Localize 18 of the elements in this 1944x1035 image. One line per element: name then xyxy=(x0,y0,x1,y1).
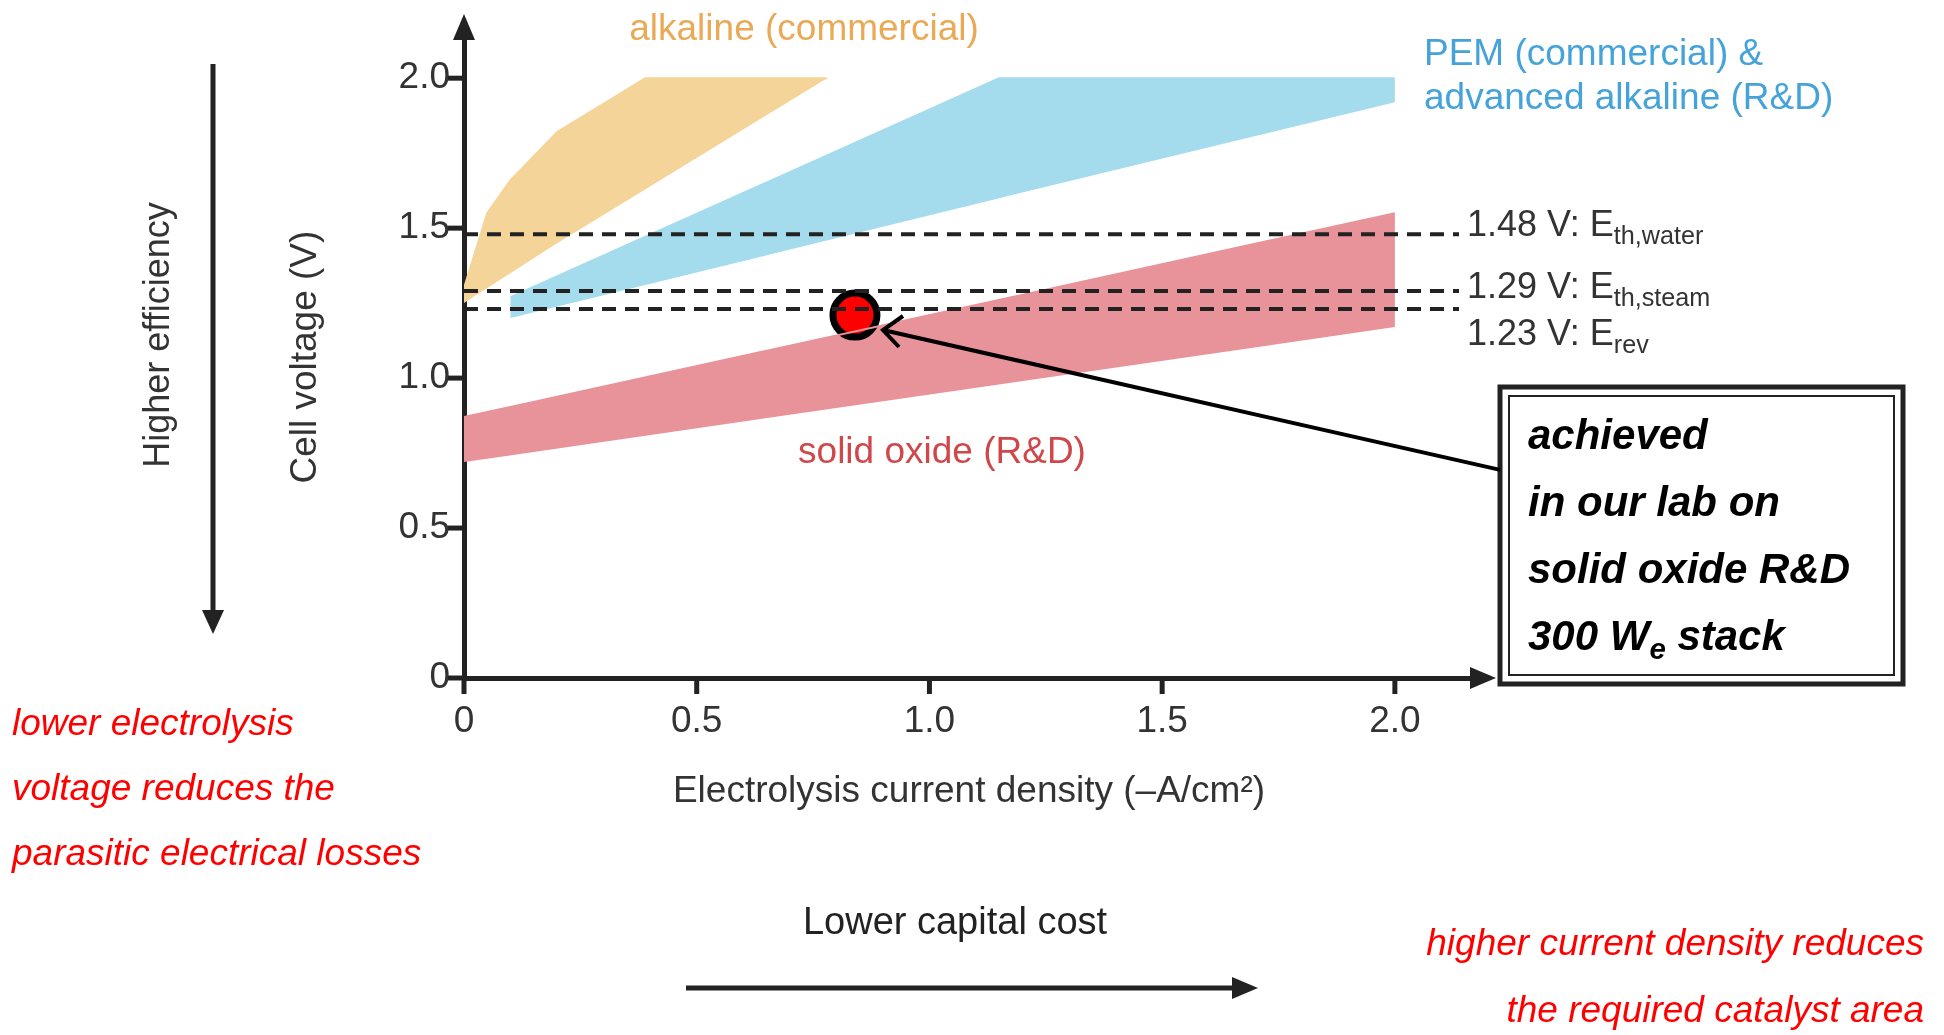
y-tick-label: 0.5 xyxy=(398,505,450,547)
y-tick-label: 2.0 xyxy=(398,55,450,97)
text: Higher efficiency xyxy=(135,202,177,468)
y-tick-label: 0 xyxy=(429,655,450,697)
series-label: alkaline (commercial) xyxy=(629,7,979,49)
y-tick-label: 1.0 xyxy=(398,355,450,397)
text: solid oxide (R&D) xyxy=(798,430,1086,472)
x-tick-label: 1.0 xyxy=(903,699,956,741)
text: lower electrolysis voltage reduces the parasitic electrical losses xyxy=(11,702,422,874)
x-tick-label: 0.5 xyxy=(671,699,723,741)
series-label: PEM (commercial) & advanced alkaline (R&D) xyxy=(1424,32,1834,118)
x-axis-title: Electrolysis current density (–A/cm²) xyxy=(672,769,1266,810)
text: higher current density reduces the required catalyst area xyxy=(1426,922,1925,1031)
x-tick-label: 2.0 xyxy=(1369,699,1421,741)
y-tick-label: 1.5 xyxy=(398,205,450,247)
text: Lower capital cost xyxy=(802,900,1108,943)
x-tick-label: 1.5 xyxy=(1136,699,1188,741)
y-axis-title: Cell voltage (V) xyxy=(283,230,325,484)
